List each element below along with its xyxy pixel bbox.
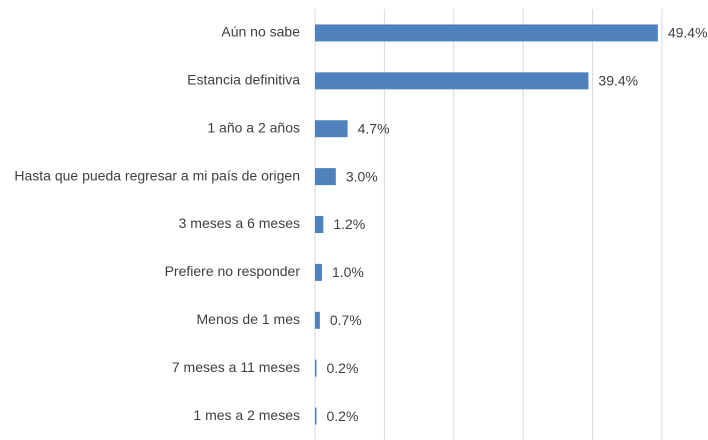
- data-label: 0.2%: [327, 360, 359, 376]
- y-tick-label: Aún no sabe: [221, 24, 300, 40]
- data-label: 0.7%: [330, 312, 362, 328]
- data-label: 49.4%: [668, 25, 708, 41]
- data-label: 0.2%: [327, 408, 359, 424]
- bar: [315, 24, 658, 42]
- data-label: 1.0%: [332, 264, 364, 280]
- data-label: 4.7%: [358, 120, 390, 136]
- y-tick-label: Prefiere no responder: [165, 263, 301, 279]
- y-tick-label: 1 año a 2 años: [207, 119, 300, 135]
- y-tick-label: 1 mes a 2 meses: [193, 407, 300, 423]
- bar: [315, 263, 322, 281]
- data-label: 1.2%: [333, 216, 365, 232]
- y-tick-label: Hasta que pueda regresar a mi país de or…: [14, 167, 300, 183]
- y-tick-label: Menos de 1 mes: [197, 311, 301, 327]
- bar: [315, 311, 320, 329]
- bar: [315, 72, 589, 90]
- bar: [315, 120, 348, 138]
- bar: [315, 216, 324, 233]
- data-label: 3.0%: [346, 168, 378, 184]
- y-tick-label: Estancia definitiva: [187, 72, 300, 88]
- bar: [315, 168, 336, 186]
- y-tick-label: 3 meses a 6 meses: [179, 215, 300, 231]
- bar: [315, 407, 317, 425]
- y-tick-label: 7 meses a 11 meses: [172, 359, 300, 375]
- data-label: 39.4%: [598, 73, 638, 89]
- bar: [315, 359, 317, 377]
